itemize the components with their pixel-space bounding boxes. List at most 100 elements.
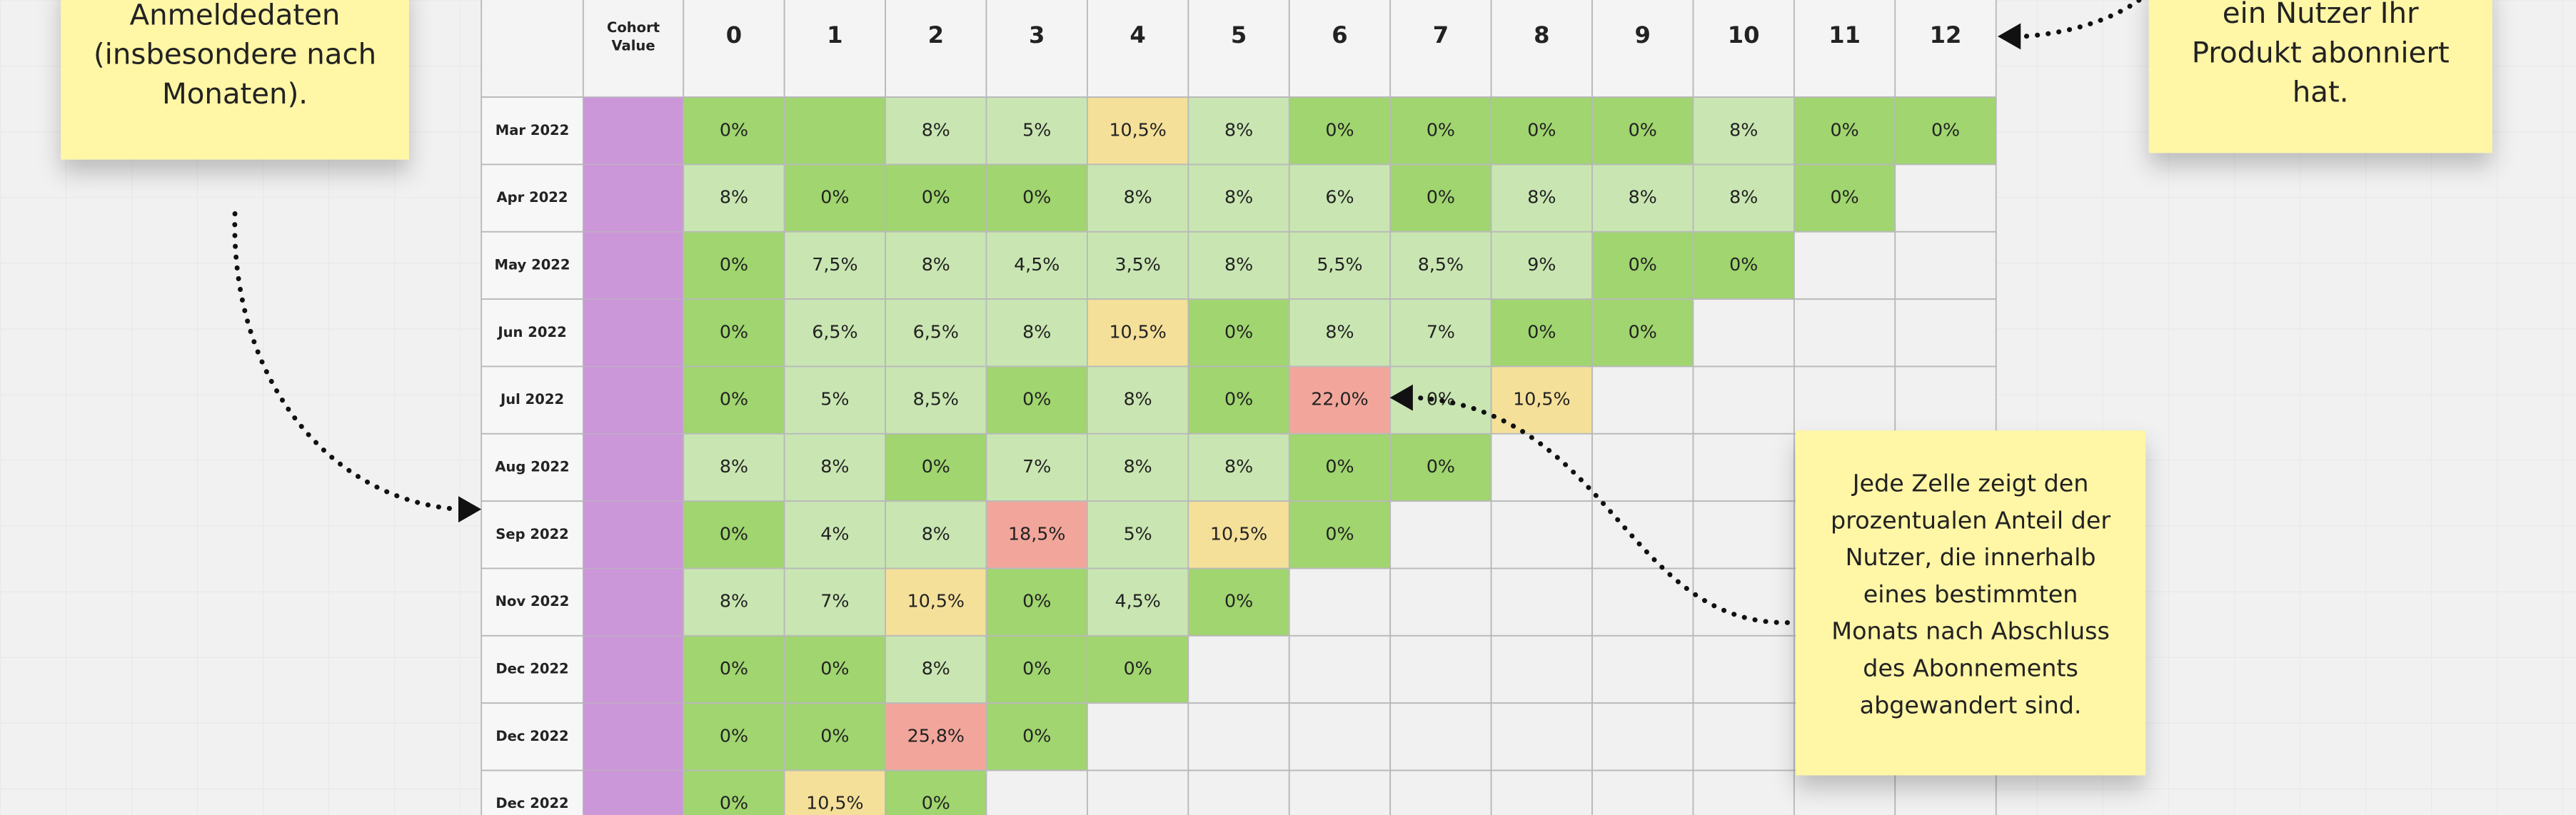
- cell-value: 8%: [720, 591, 748, 612]
- note-text: Jede Zelle zeigt den: [1851, 470, 2089, 497]
- empty-cell: [1692, 769, 1795, 815]
- cell-value: 10,5%: [806, 793, 863, 814]
- empty-cell: [1591, 365, 1694, 435]
- cohort-cell: [683, 634, 785, 704]
- column-header: 2: [928, 21, 944, 49]
- empty-cell: [1894, 163, 1997, 233]
- empty-cell: [1591, 634, 1694, 704]
- cohort-value-cell: [583, 635, 684, 704]
- cohort-cell: [1389, 298, 1492, 368]
- cell-value: 0%: [820, 187, 849, 208]
- cohort-cell: [1087, 432, 1189, 502]
- empty-cell: [1692, 500, 1795, 570]
- empty-cell: [1288, 702, 1392, 771]
- cohort-cell: [783, 298, 886, 368]
- empty-cell: [1591, 769, 1694, 815]
- empty-cell: [1591, 702, 1694, 771]
- cell-value: 8,5%: [913, 389, 959, 410]
- header-cell: [1793, 0, 1896, 98]
- empty-cell: [1894, 231, 1997, 300]
- cohort-cell: [683, 96, 785, 166]
- cell-value: 0%: [820, 725, 849, 746]
- cell-value: 0%: [720, 523, 748, 544]
- empty-cell: [1591, 500, 1694, 570]
- cell-value: 0%: [922, 456, 950, 477]
- note-text: Nutzer, die innerhalb: [1846, 543, 2096, 571]
- cell-value: 8%: [1022, 321, 1051, 342]
- column-header: 4: [1129, 21, 1145, 49]
- header-cell: [885, 0, 987, 98]
- empty-cell: [1692, 634, 1795, 704]
- cohort-value-cell: [583, 163, 684, 233]
- cell-value: 8%: [1729, 119, 1758, 140]
- cell-value: 0%: [1527, 119, 1556, 140]
- sticky-note: [61, 0, 409, 160]
- arrowhead: [1389, 384, 1413, 411]
- empty-cell: [1692, 298, 1795, 368]
- cohort-cell: [885, 231, 987, 300]
- header-cell: [1692, 0, 1795, 98]
- cohort-cell: [683, 163, 785, 233]
- arrow: [2021, 0, 2142, 39]
- cell-value: 4%: [820, 523, 849, 544]
- arrow: [232, 211, 463, 512]
- row-label: Nov 2022: [495, 593, 570, 609]
- cell-value: 8%: [720, 456, 748, 477]
- empty-cell: [1692, 365, 1795, 435]
- cohort-cell: [1187, 231, 1290, 300]
- empty-cell: [1591, 432, 1694, 502]
- header-cell: [1187, 0, 1290, 98]
- cell-value: 0%: [1325, 456, 1354, 477]
- cell-value: 0%: [1427, 119, 1455, 140]
- cell-value: 0%: [1427, 187, 1455, 208]
- cell-value: 8%: [922, 658, 950, 679]
- empty-cell: [1490, 702, 1593, 771]
- cohort-cell: [985, 298, 1088, 368]
- cell-value: 0%: [1022, 389, 1051, 410]
- cohort-cell: [985, 634, 1088, 704]
- empty-cell: [1087, 769, 1189, 815]
- cell-value: 0%: [1224, 591, 1253, 612]
- cell-value: 8%: [1325, 321, 1354, 342]
- cohort-cell: [783, 702, 886, 771]
- row-label: Apr 2022: [497, 189, 568, 206]
- cohort-cell: [1187, 298, 1290, 368]
- cohort-cell: [783, 432, 886, 502]
- row-label: May 2022: [495, 256, 570, 273]
- cell-value: 0%: [720, 725, 748, 746]
- cell-value: 0%: [1729, 254, 1758, 275]
- column-header: 9: [1635, 21, 1651, 49]
- cell-value: 0%: [820, 658, 849, 679]
- cohort-value-cell: [583, 96, 684, 165]
- column-header: 10: [1728, 21, 1760, 49]
- cell-value: 0%: [720, 254, 748, 275]
- cell-value: 8%: [922, 254, 950, 275]
- header-cell: [1894, 0, 1997, 98]
- note-text: ein Nutzer Ihr: [2223, 0, 2419, 30]
- sticky-note: [1796, 430, 2146, 776]
- empty-cell: [1389, 702, 1492, 771]
- header-cell: [1490, 0, 1593, 98]
- header-cell: [683, 0, 785, 98]
- cell-value: 8%: [1124, 389, 1152, 410]
- cohort-cell: [1692, 96, 1795, 166]
- empty-cell: [985, 769, 1088, 815]
- note-text: eines bestimmten: [1863, 580, 2078, 608]
- empty-cell: [1389, 769, 1492, 815]
- row-label-cell: [481, 163, 584, 233]
- empty-cell: [1490, 769, 1593, 815]
- cell-value: 8%: [1224, 119, 1253, 140]
- cell-value: 5%: [1124, 523, 1152, 544]
- cell-value: 0%: [1527, 321, 1556, 342]
- cohort-cell: [885, 365, 987, 435]
- cohort-cell: [1187, 365, 1290, 435]
- sticky-note: [2148, 0, 2492, 153]
- arrows: [232, 0, 2142, 625]
- cell-value: 7,5%: [812, 254, 857, 275]
- cell-value: 0%: [720, 321, 748, 342]
- cell-value: 10,5%: [1109, 321, 1166, 342]
- cell-value: 0%: [1629, 254, 1657, 275]
- cell-value: 3,5%: [1115, 254, 1160, 275]
- cell-value: 8%: [1224, 456, 1253, 477]
